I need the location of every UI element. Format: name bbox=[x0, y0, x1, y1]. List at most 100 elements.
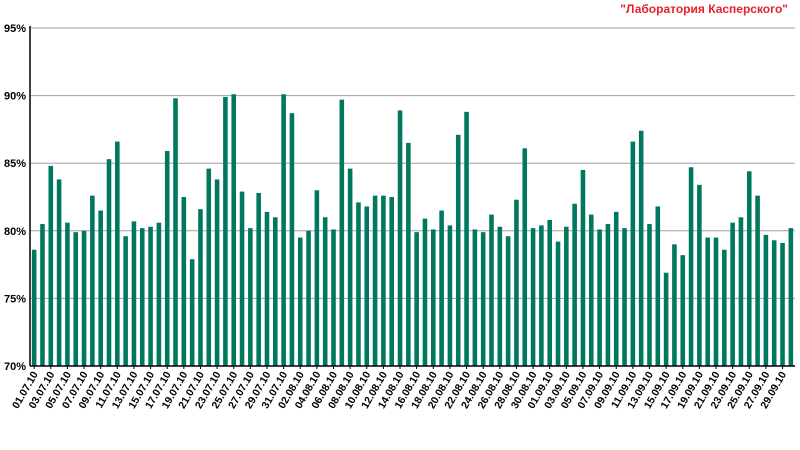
bar bbox=[297, 237, 303, 366]
bar bbox=[663, 272, 669, 366]
bar bbox=[331, 229, 336, 366]
bar bbox=[763, 234, 769, 366]
bar bbox=[597, 229, 602, 366]
bar bbox=[206, 168, 212, 366]
bar bbox=[588, 214, 594, 366]
bar bbox=[148, 226, 153, 366]
bar bbox=[730, 222, 735, 366]
bar bbox=[464, 111, 469, 366]
bar bbox=[780, 242, 785, 366]
bar bbox=[264, 211, 270, 366]
y-tick-label: 70% bbox=[4, 361, 26, 373]
bar bbox=[181, 197, 187, 366]
bar bbox=[306, 230, 311, 366]
bar bbox=[314, 190, 320, 366]
bar bbox=[139, 228, 145, 366]
bar bbox=[530, 228, 536, 366]
bar bbox=[439, 210, 444, 366]
bar bbox=[788, 228, 794, 366]
y-tick-label: 80% bbox=[4, 226, 26, 238]
bar bbox=[605, 224, 611, 366]
bar bbox=[455, 134, 461, 366]
y-tick-label: 95% bbox=[4, 23, 26, 35]
bar bbox=[580, 169, 586, 366]
bar bbox=[738, 217, 744, 366]
bar bbox=[98, 210, 103, 366]
bar bbox=[356, 202, 361, 366]
bar bbox=[381, 195, 386, 366]
bar bbox=[771, 240, 777, 366]
bar bbox=[364, 206, 370, 366]
bar bbox=[547, 219, 552, 366]
y-tick-label: 75% bbox=[4, 293, 26, 305]
bar bbox=[422, 218, 428, 366]
bar bbox=[564, 226, 569, 366]
bar bbox=[722, 249, 727, 366]
bar bbox=[613, 211, 619, 366]
bar bbox=[414, 232, 419, 366]
bar bbox=[630, 141, 636, 366]
bar bbox=[90, 195, 95, 366]
bar bbox=[115, 141, 120, 366]
bar bbox=[347, 168, 353, 366]
bar bbox=[647, 224, 652, 366]
bar bbox=[214, 179, 220, 366]
kaspersky-lab-watermark: "Лаборатория Касперского" bbox=[620, 2, 788, 16]
bar bbox=[231, 94, 237, 367]
bar bbox=[372, 195, 378, 366]
bar bbox=[397, 110, 403, 366]
bar bbox=[389, 197, 394, 366]
bar bbox=[572, 203, 577, 366]
bar bbox=[431, 229, 436, 366]
bar bbox=[539, 225, 544, 366]
bar bbox=[505, 236, 511, 366]
bar bbox=[40, 224, 45, 366]
bar bbox=[223, 96, 228, 367]
bar bbox=[65, 222, 70, 366]
bar bbox=[189, 259, 195, 366]
bar bbox=[522, 148, 528, 366]
bar bbox=[289, 113, 295, 367]
bar bbox=[489, 214, 494, 366]
bar bbox=[638, 130, 644, 366]
bar bbox=[514, 199, 519, 366]
bar bbox=[680, 255, 686, 366]
bar bbox=[622, 228, 627, 366]
bar bbox=[672, 244, 677, 366]
bar bbox=[705, 237, 710, 366]
bar bbox=[123, 236, 128, 366]
bar bbox=[156, 222, 162, 366]
bar bbox=[472, 229, 478, 366]
bar bbox=[248, 228, 253, 366]
bar bbox=[697, 184, 702, 366]
bar bbox=[73, 232, 79, 366]
bar bbox=[339, 99, 345, 366]
bar bbox=[746, 171, 752, 366]
bar bbox=[31, 249, 37, 366]
bar bbox=[655, 206, 661, 366]
bar bbox=[688, 167, 694, 366]
bar bbox=[256, 192, 261, 366]
bar bbox=[164, 151, 170, 366]
bar bbox=[480, 232, 486, 366]
bar bbox=[239, 191, 245, 366]
bar bbox=[281, 94, 286, 367]
bar bbox=[713, 237, 719, 366]
bar bbox=[406, 142, 411, 366]
bar bbox=[273, 217, 278, 366]
bar bbox=[198, 209, 203, 366]
y-tick-label: 90% bbox=[4, 91, 26, 103]
bar bbox=[106, 159, 112, 366]
bar bbox=[322, 217, 328, 366]
bar bbox=[447, 225, 453, 366]
bar bbox=[48, 165, 54, 366]
bar bbox=[56, 179, 62, 366]
bar bbox=[173, 98, 178, 366]
bar bbox=[755, 195, 760, 366]
bar bbox=[555, 241, 561, 366]
bar bbox=[131, 221, 137, 366]
y-tick-label: 85% bbox=[4, 158, 26, 170]
bar bbox=[497, 226, 503, 366]
bar bbox=[81, 230, 87, 366]
